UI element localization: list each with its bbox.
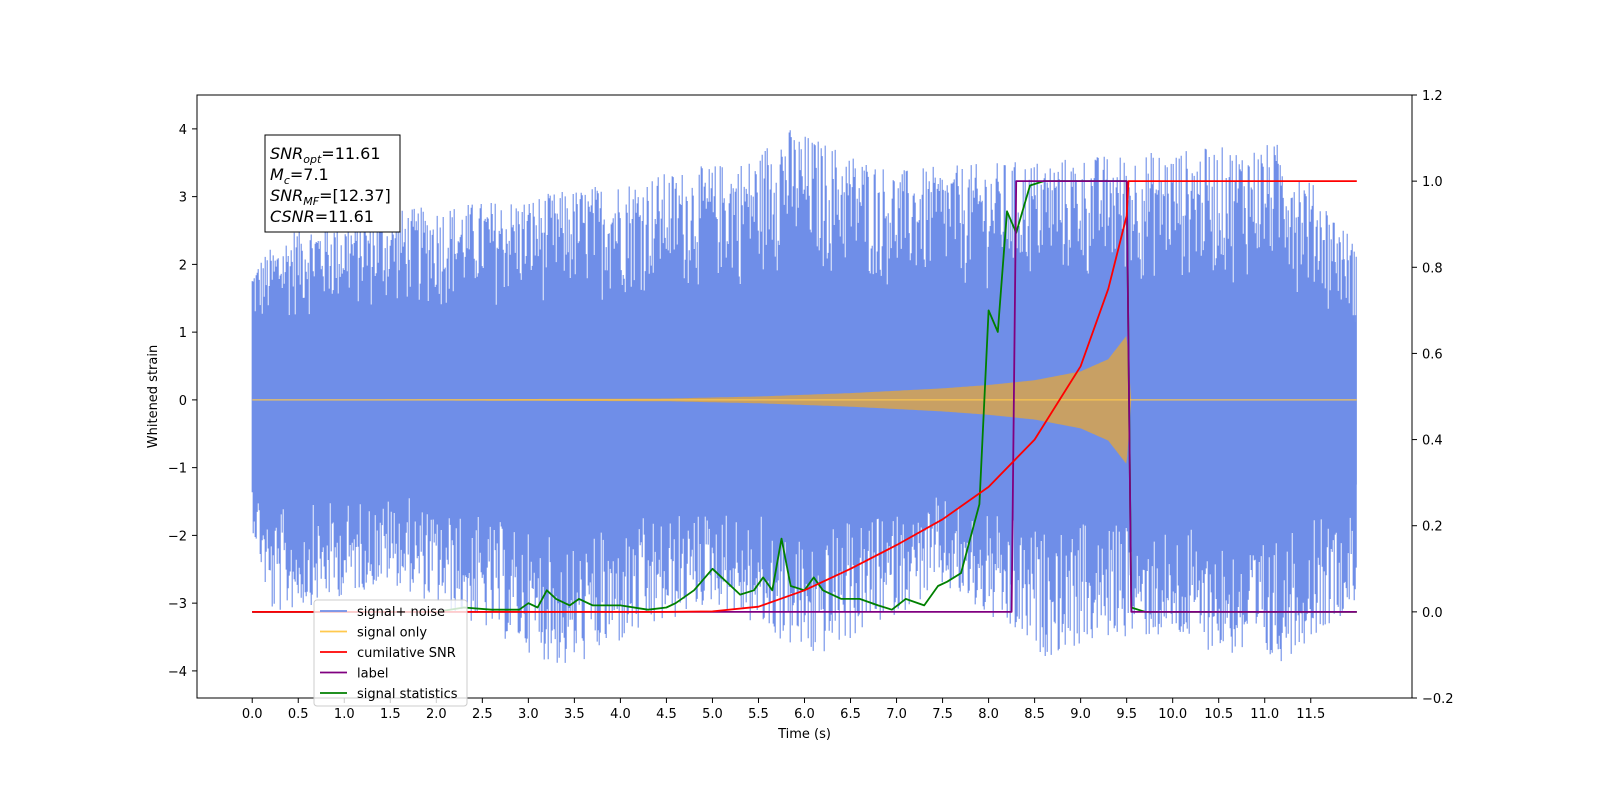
x-tick-label: 6.5: [840, 707, 861, 722]
x-tick-label: 3.5: [564, 707, 585, 722]
x-tick-label: 10.0: [1158, 707, 1187, 722]
x-tick-label: 2.0: [426, 707, 447, 722]
right-axis-series: [252, 180, 1357, 613]
x-tick-label: 8.0: [978, 707, 999, 722]
legend-label: signal statistics: [357, 687, 458, 702]
x-axis-label: Time (s): [777, 727, 831, 742]
x-tick-label: 0.0: [242, 707, 263, 722]
y-right-tick-label: 0.2: [1422, 520, 1443, 535]
x-tick-label: 11.5: [1296, 707, 1325, 722]
x-tick-label: 10.5: [1204, 707, 1233, 722]
legend-label: signal+ noise: [357, 605, 445, 620]
x-tick-label: 3.0: [518, 707, 539, 722]
x-tick-label: 9.5: [1116, 707, 1137, 722]
x-tick-label: 1.0: [334, 707, 355, 722]
y-left-tick-label: 0: [179, 394, 187, 409]
legend-label: label: [357, 667, 388, 682]
legend-frame: [313, 599, 468, 707]
x-tick-label: 4.0: [610, 707, 631, 722]
annotation-line: Mc=7.1: [270, 165, 329, 187]
x-tick-label: 7.5: [932, 707, 953, 722]
line-cumulative-snr: [252, 180, 1357, 613]
y-right-tick-label: 1.2: [1422, 89, 1443, 104]
x-tick-label: 4.5: [656, 707, 677, 722]
legend-label: cumilative SNR: [357, 646, 456, 661]
x-tick-label: 1.5: [380, 707, 401, 722]
line-signal-statistics: [252, 180, 1357, 613]
y-axis-left-ticks: 4 3 2 1 0 −1 −2 −3 −4: [168, 123, 197, 680]
x-tick-label: 9.0: [1070, 707, 1091, 722]
y-left-tick-label: −1: [168, 462, 187, 477]
x-tick-label: 6.0: [794, 707, 815, 722]
y-left-tick-label: −2: [168, 529, 187, 544]
y-right-tick-label: −0.2: [1422, 692, 1454, 707]
y-right-tick-label: 0.8: [1422, 261, 1443, 276]
legend: signal+ noise signal only cumilative SNR la…: [313, 599, 468, 707]
x-axis-ticks: 0.0 0.5 1.0 1.5 2.0 2.5 3.0 3.5 4.0 4.5 5.0 5.5 6.0 6…: [242, 698, 1325, 722]
x-tick-label: 7.0: [886, 707, 907, 722]
x-tick-label: 11.0: [1250, 707, 1279, 722]
y-left-tick-label: −3: [168, 597, 187, 612]
legend-label: signal only: [357, 626, 427, 641]
annotation-line: CSNR=11.61: [270, 207, 374, 226]
line-label: [252, 180, 1357, 613]
y-right-tick-label: 1.0: [1422, 175, 1443, 190]
y-left-tick-label: 2: [179, 258, 187, 273]
x-tick-label: 2.5: [472, 707, 493, 722]
annotation-frame: [264, 134, 401, 233]
y-axis-right-ticks: 1.2 1.0 0.8 0.6 0.4 0.2 0.0 −0.2: [1412, 89, 1454, 707]
annotation-line: SNRMF=[12.37]: [270, 186, 391, 208]
y-left-tick-label: −4: [168, 665, 187, 680]
y-right-tick-label: 0.4: [1422, 434, 1443, 449]
y-right-tick-label: 0.6: [1422, 347, 1443, 362]
y-left-tick-label: 1: [179, 326, 187, 341]
x-tick-label: 5.0: [702, 707, 723, 722]
x-tick-label: 8.5: [1024, 707, 1045, 722]
annotation-line: SNRopt=11.61: [270, 144, 381, 166]
y-left-tick-label: 3: [179, 191, 187, 206]
y-left-tick-label: 4: [179, 123, 187, 138]
x-tick-label: 5.5: [748, 707, 769, 722]
y-right-tick-label: 0.0: [1422, 606, 1443, 621]
series-signal-only: [252, 336, 1357, 464]
x-tick-label: 0.5: [288, 707, 309, 722]
annotation-box: SNRopt=11.61Mc=7.1SNRMF=[12.37]CSNR=11.6…: [264, 134, 401, 233]
y-axis-left-label: Whitened strain: [146, 345, 161, 448]
